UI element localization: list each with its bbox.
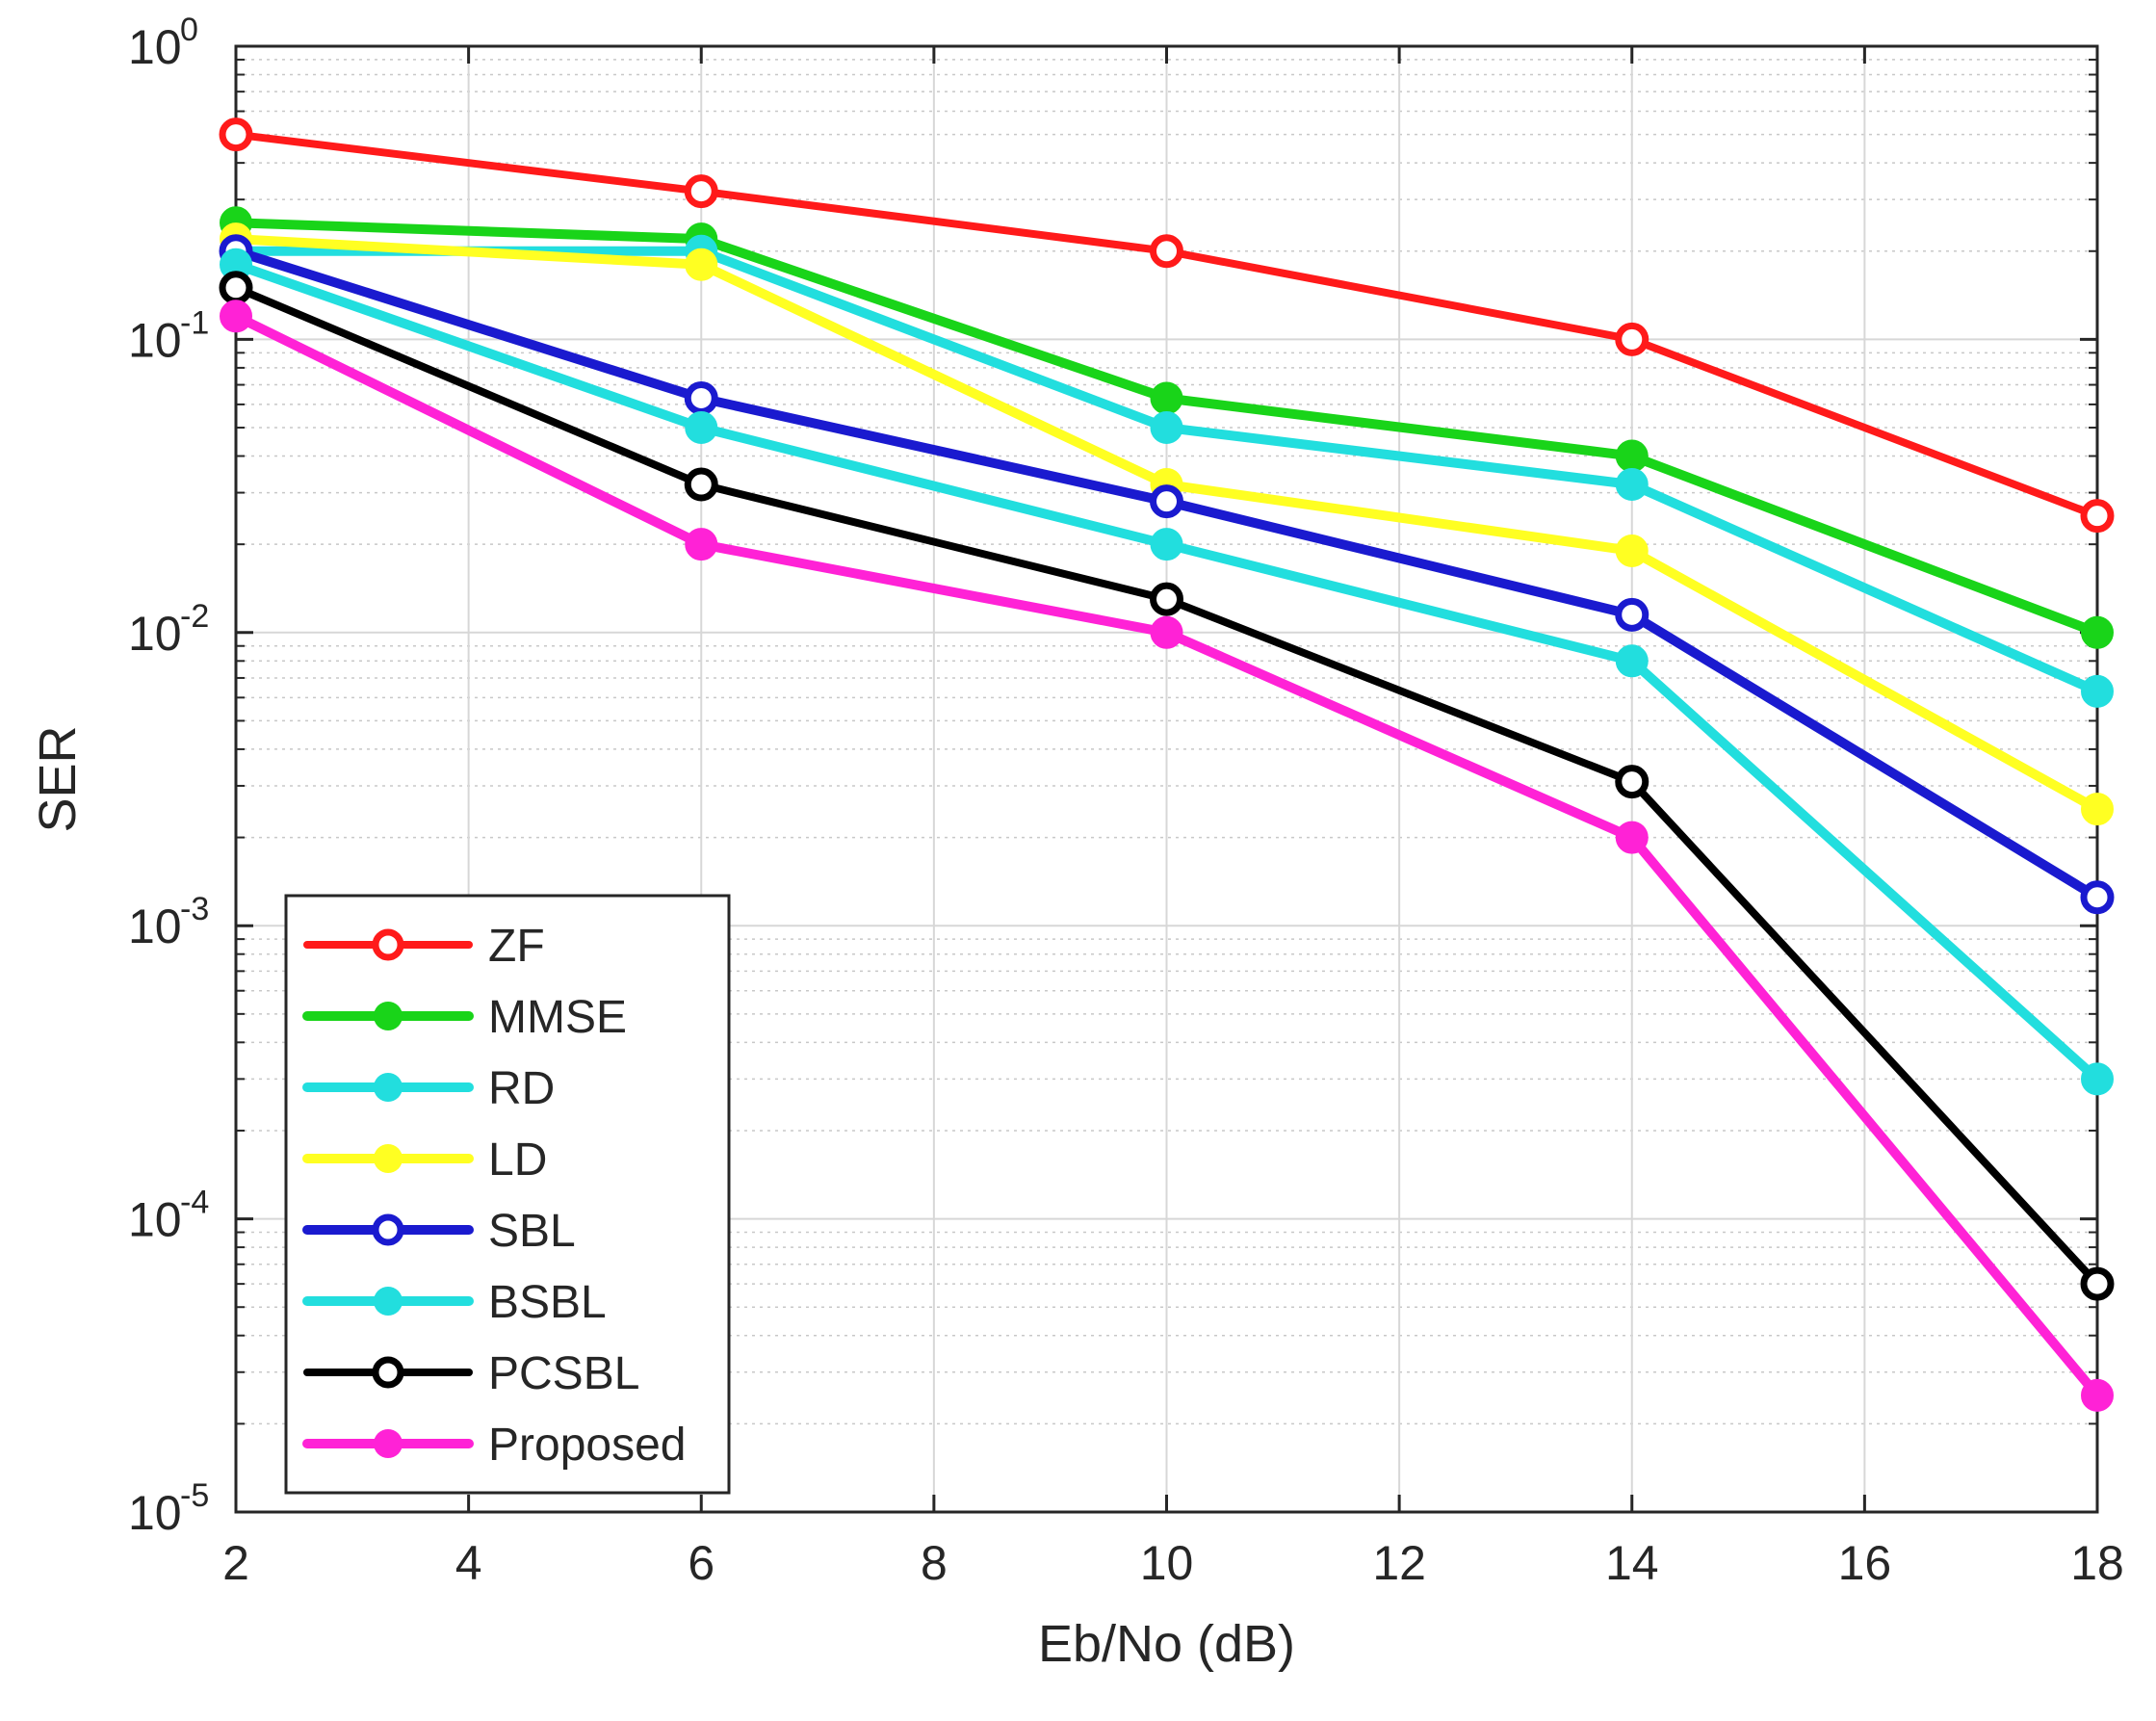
data-point	[1615, 644, 1649, 678]
legend-marker	[372, 1213, 404, 1246]
x-tick-label: 12	[1372, 1536, 1426, 1590]
legend-marker	[374, 1287, 403, 1316]
legend-entry: Proposed	[302, 1420, 686, 1471]
data-point	[2081, 674, 2114, 708]
y-tick-label: 10-3	[128, 891, 209, 953]
y-tick-base: 10	[128, 20, 182, 74]
data-point	[1615, 322, 1649, 356]
data-point	[1150, 615, 1183, 649]
legend-entry: LD	[302, 1134, 547, 1186]
y-tick-exponent: -4	[180, 1185, 209, 1221]
y-tick-base: 10	[128, 1193, 182, 1247]
data-point	[1615, 468, 1649, 502]
y-tick-exponent: -3	[180, 891, 209, 927]
legend-label: SBL	[488, 1206, 576, 1257]
series-bsbl	[220, 248, 2114, 1096]
y-tick-base: 10	[128, 313, 182, 367]
series-proposed	[220, 300, 2114, 1412]
legend-label: ZF	[488, 921, 545, 972]
y-tick-exponent: 0	[180, 12, 198, 48]
series-zf	[219, 117, 2115, 534]
series-sbl	[219, 234, 2115, 915]
x-tick-label: 18	[2070, 1536, 2124, 1590]
data-point	[1615, 821, 1649, 854]
legend-label: PCSBL	[488, 1348, 639, 1399]
x-tick-label: 8	[921, 1536, 948, 1590]
data-point	[1615, 439, 1649, 473]
series-ld	[220, 222, 2114, 826]
data-point	[2080, 880, 2115, 915]
x-tick-label: 6	[688, 1536, 714, 1590]
data-point	[685, 248, 718, 281]
data-point	[2081, 1062, 2114, 1096]
data-point	[684, 380, 718, 415]
y-tick-label: 10-4	[128, 1185, 209, 1247]
data-point	[1615, 597, 1649, 632]
data-point	[1150, 484, 1183, 519]
data-point	[219, 271, 253, 305]
legend-entry: BSBL	[302, 1277, 607, 1328]
data-point	[2080, 1266, 2115, 1301]
data-point	[220, 300, 252, 333]
x-tick-label: 16	[1838, 1536, 1892, 1590]
data-point	[684, 174, 718, 209]
legend-entry: RD	[302, 1063, 555, 1114]
data-point	[685, 411, 718, 445]
y-tick-base: 10	[128, 1486, 182, 1540]
legend-label: LD	[488, 1134, 547, 1186]
data-point	[2081, 1378, 2114, 1412]
legend-label: Proposed	[488, 1420, 686, 1471]
y-tick-exponent: -1	[180, 304, 209, 341]
x-tick-label: 4	[455, 1536, 482, 1590]
legend-entry: MMSE	[302, 992, 627, 1043]
y-tick-label: 100	[128, 12, 198, 74]
y-axis-label: SER	[29, 725, 87, 832]
legend-marker	[374, 1429, 403, 1458]
x-tick-label: 10	[1140, 1536, 1194, 1590]
data-point	[685, 528, 718, 561]
data-point	[2081, 615, 2114, 649]
y-tick-label: 10-5	[128, 1477, 209, 1540]
legend-label: MMSE	[488, 992, 627, 1043]
data-point	[1150, 582, 1183, 616]
legend-marker	[374, 1002, 403, 1030]
data-point	[1615, 534, 1649, 567]
y-tick-base: 10	[128, 607, 182, 661]
data-point	[1615, 765, 1649, 799]
legend-entry: SBL	[302, 1206, 576, 1257]
legend-box	[284, 894, 731, 1495]
data-point	[684, 467, 718, 502]
legend-marker	[374, 1144, 403, 1173]
legend-marker	[372, 928, 404, 961]
data-point	[1150, 528, 1183, 561]
series-pcsbl	[219, 271, 2115, 1301]
y-tick-label: 10-1	[128, 304, 209, 367]
legend-label: RD	[488, 1063, 555, 1114]
data-point	[2081, 793, 2114, 826]
series	[219, 117, 2115, 1412]
data-point	[1150, 234, 1183, 269]
legend: ZF MMSE RD LD SBL BSBL PCSBL Proposed	[284, 894, 731, 1495]
x-tick-label: 14	[1605, 1536, 1659, 1590]
legend-marker	[374, 1073, 403, 1102]
y-tick-exponent: -2	[180, 598, 209, 635]
legend-label: BSBL	[488, 1277, 607, 1328]
legend-entry: ZF	[303, 921, 545, 972]
data-point	[219, 117, 253, 152]
legend-marker	[372, 1356, 404, 1389]
data-point	[2080, 499, 2115, 534]
legend-entry: PCSBL	[303, 1348, 639, 1399]
data-point	[1150, 381, 1183, 415]
data-point	[1150, 411, 1183, 445]
x-tick-label: 2	[222, 1536, 249, 1590]
y-tick-exponent: -5	[180, 1477, 209, 1514]
y-tick-label: 10-2	[128, 598, 209, 661]
x-axis-label: Eb/No (dB)	[1038, 1615, 1295, 1673]
y-tick-base: 10	[128, 900, 182, 953]
